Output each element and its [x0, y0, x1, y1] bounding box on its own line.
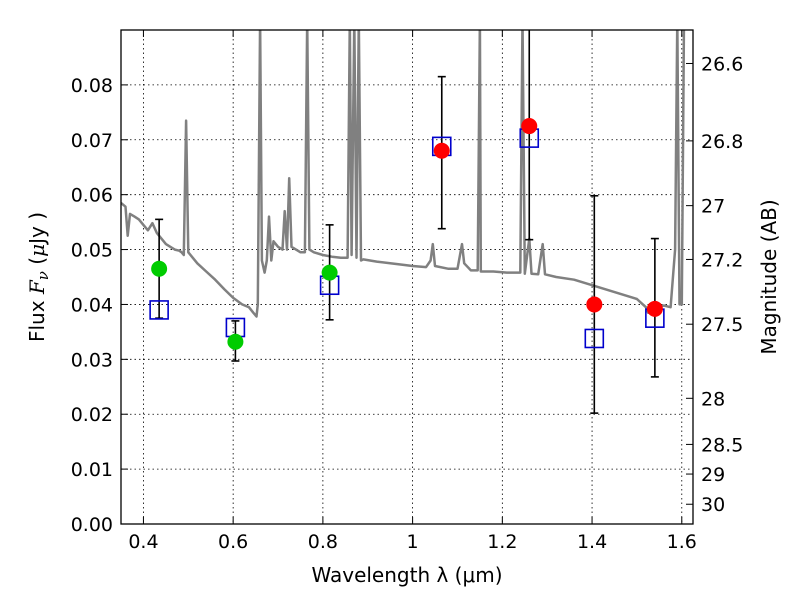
y-tick-label: 0.01 [71, 459, 113, 481]
y-label-part-2: ν [34, 271, 52, 280]
observed-point-marker [227, 333, 244, 350]
ticks [121, 30, 693, 525]
y2-tick-label: 26.8 [701, 131, 743, 153]
y-label-part-4: μ [25, 244, 49, 257]
observed-point-marker [321, 264, 338, 281]
observed-point-marker [433, 142, 450, 159]
y2-tick-label: 30 [701, 494, 725, 516]
y-label-part-3: ( [25, 257, 49, 271]
observed-point-marker [151, 260, 168, 277]
tick-labels: 0.4 0.6 0.8 1 1.2 1.4 1.6 0.00 0.01 0.02 0.03 0.04 0… [71, 53, 744, 553]
y-tick-label: 0.06 [71, 185, 113, 207]
y2-tick-label: 27.5 [701, 314, 743, 336]
template-spectrum-line [121, 30, 686, 318]
x-tick-label: 1 [407, 531, 419, 553]
observed-point-marker [521, 118, 538, 135]
y2-tick-label: 29 [701, 464, 725, 486]
y-tick-label: 0.07 [71, 130, 113, 152]
markers-group [149, 118, 665, 350]
observed-point-marker [646, 300, 663, 317]
x-tick-label: 1.2 [487, 531, 517, 553]
x-tick-label: 1.4 [577, 531, 607, 553]
y2-tick-label: 27 [701, 196, 725, 218]
plot-frame [120, 29, 694, 525]
y2-axis-label: Magnitude (AB) [757, 199, 781, 354]
y-tick-label: 0.04 [71, 294, 113, 316]
y-label-part-1: F [25, 279, 49, 295]
y-axis-label: Flux Fν (μJy ) [25, 212, 52, 342]
model-square-marker [149, 300, 169, 320]
y2-tick-label: 27.2 [701, 249, 743, 271]
x-tick-label: 0.4 [128, 531, 158, 553]
model-square-marker [584, 328, 605, 349]
y-label-part-0: Flux [25, 294, 49, 342]
x-tick-label: 0.6 [218, 531, 248, 553]
y2-tick-label: 26.6 [701, 53, 743, 75]
y-tick-label: 0.03 [71, 349, 113, 371]
template-spectrum-group [121, 30, 686, 318]
x-axis-label: Wavelength λ (μm) [311, 563, 502, 587]
y2-tick-label: 28.5 [701, 434, 743, 456]
y-label-part-5: Jy ) [25, 212, 49, 246]
y2-tick-label: 28 [701, 388, 725, 410]
y-tick-label: 0.00 [71, 514, 113, 536]
observed-point-marker [586, 296, 603, 313]
x-tick-label: 1.6 [667, 531, 697, 553]
x-tick-label: 0.8 [308, 531, 338, 553]
y-tick-label: 0.02 [71, 404, 113, 426]
y-tick-label: 0.08 [71, 75, 113, 97]
y-tick-label: 0.05 [71, 240, 113, 262]
